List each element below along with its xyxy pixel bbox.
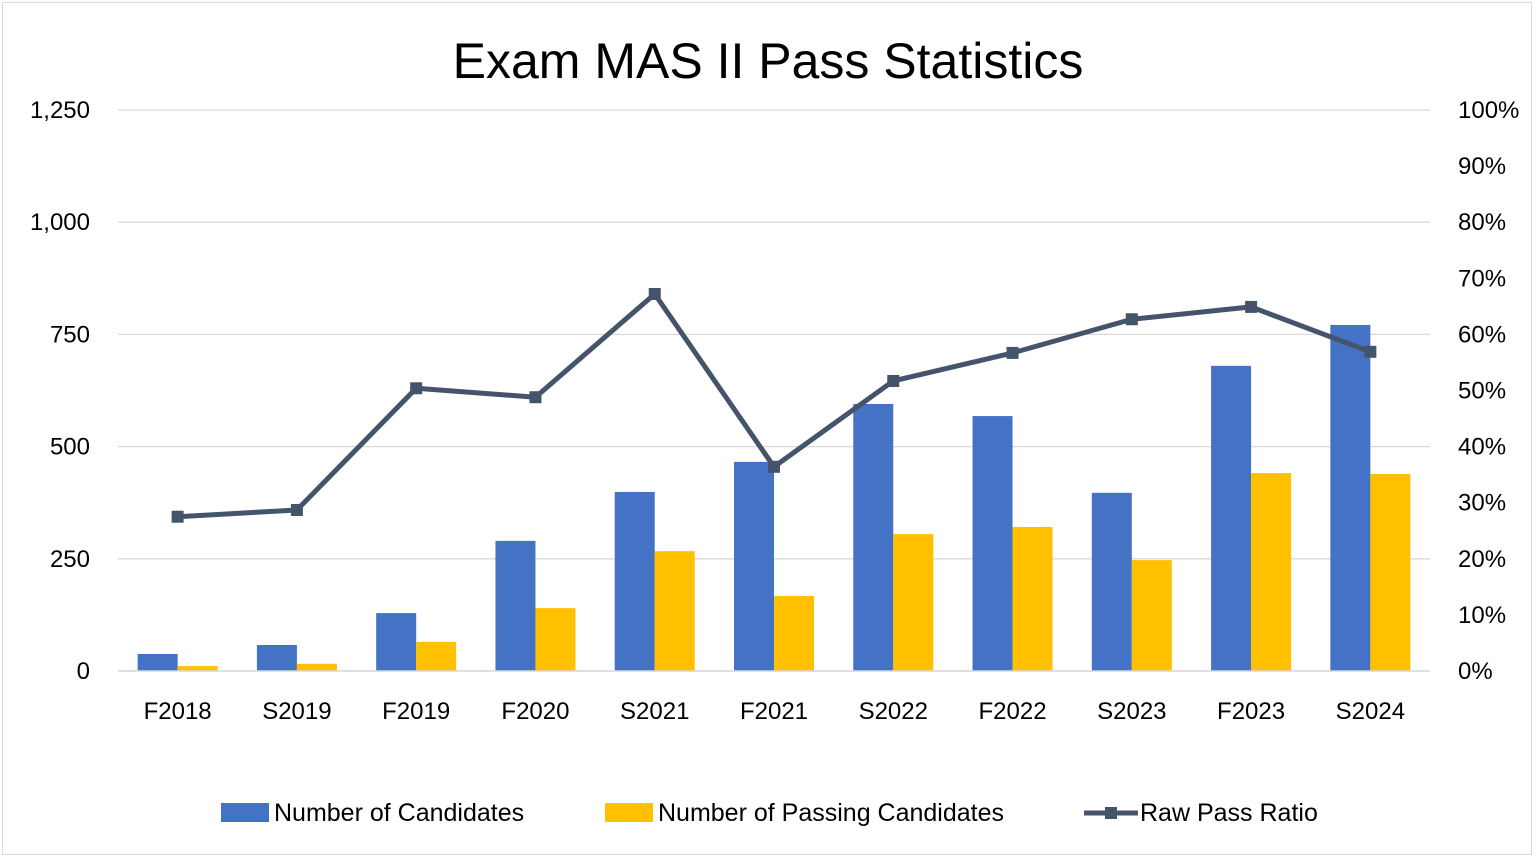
- x-axis-tick: F2023: [1217, 698, 1285, 725]
- pass-ratio-marker: [1006, 346, 1019, 359]
- left-axis-tick: 0: [77, 658, 90, 685]
- x-axis-tick: F2021: [740, 698, 808, 725]
- left-axis-tick: 250: [50, 546, 90, 573]
- bar-candidates: [972, 416, 1013, 671]
- right-axis-tick: 80%: [1458, 209, 1506, 236]
- pass-ratio-marker: [171, 510, 184, 523]
- right-axis-tick: 30%: [1458, 490, 1506, 517]
- legend-label: Raw Pass Ratio: [1140, 799, 1318, 827]
- right-axis-tick: 70%: [1458, 265, 1506, 292]
- x-axis-tick: F2022: [979, 698, 1047, 725]
- x-axis-tick: F2018: [144, 698, 212, 725]
- bar-candidates: [495, 540, 536, 671]
- bar-passing: [1370, 473, 1411, 671]
- bar-candidates: [614, 491, 655, 671]
- x-axis-tick: S2021: [620, 698, 689, 725]
- legend-swatch-passing: [605, 803, 653, 822]
- pass-ratio-marker: [410, 382, 423, 395]
- chart-title: Exam MAS II Pass Statistics: [453, 33, 1084, 89]
- right-axis-tick: 100%: [1458, 97, 1519, 124]
- pass-ratio-marker: [768, 460, 780, 473]
- legend-swatch-candidates: [221, 803, 269, 822]
- bar-passing: [296, 663, 337, 671]
- x-axis-tick: S2023: [1097, 698, 1166, 725]
- right-axis-tick: 0%: [1458, 658, 1493, 685]
- pass-ratio-marker: [290, 503, 303, 516]
- bar-candidates: [853, 403, 894, 671]
- left-axis-tick: 500: [50, 434, 90, 461]
- right-axis-tick: 10%: [1458, 602, 1506, 629]
- bar-passing: [1131, 560, 1172, 671]
- bar-candidates: [376, 613, 417, 671]
- bar-passing: [654, 551, 695, 671]
- pass-ratio-marker: [648, 288, 661, 301]
- bar-passing: [1012, 526, 1053, 671]
- bar-passing: [177, 666, 218, 671]
- right-axis-tick: 50%: [1458, 378, 1506, 405]
- right-axis-tick: 90%: [1458, 153, 1506, 180]
- pass-ratio-marker: [1125, 313, 1138, 326]
- bar-candidates: [137, 653, 178, 671]
- right-axis-tick: 40%: [1458, 434, 1506, 461]
- right-axis-tick: 20%: [1458, 546, 1506, 573]
- bar-candidates: [1330, 324, 1371, 671]
- pass-ratio-marker: [1364, 345, 1377, 358]
- pass-ratio-marker: [887, 374, 900, 387]
- x-axis-tick: S2024: [1336, 698, 1405, 725]
- bar-passing: [1251, 473, 1292, 671]
- left-axis-tick: 750: [50, 321, 90, 348]
- legend-marker-ratio: [1105, 807, 1117, 819]
- bar-passing: [774, 596, 814, 671]
- pass-ratio-marker: [1245, 300, 1258, 313]
- x-axis-tick: S2022: [859, 698, 928, 725]
- legend-label: Number of Passing Candidates: [658, 799, 1004, 827]
- bar-passing: [893, 534, 934, 671]
- bar-candidates: [734, 461, 774, 671]
- bar-passing: [416, 641, 457, 671]
- legend-label: Number of Candidates: [274, 799, 524, 827]
- left-axis-tick: 1,000: [30, 209, 90, 236]
- x-axis-tick: F2019: [382, 698, 450, 725]
- right-axis-tick: 60%: [1458, 321, 1506, 348]
- bar-candidates: [256, 644, 297, 671]
- bar-passing: [535, 608, 576, 671]
- pass-ratio-marker: [529, 391, 542, 404]
- bar-candidates: [1091, 492, 1132, 671]
- left-axis-tick: 1,250: [30, 97, 90, 124]
- x-axis-tick: F2020: [501, 698, 569, 725]
- bar-candidates: [1211, 365, 1252, 671]
- x-axis-tick: S2019: [262, 698, 331, 725]
